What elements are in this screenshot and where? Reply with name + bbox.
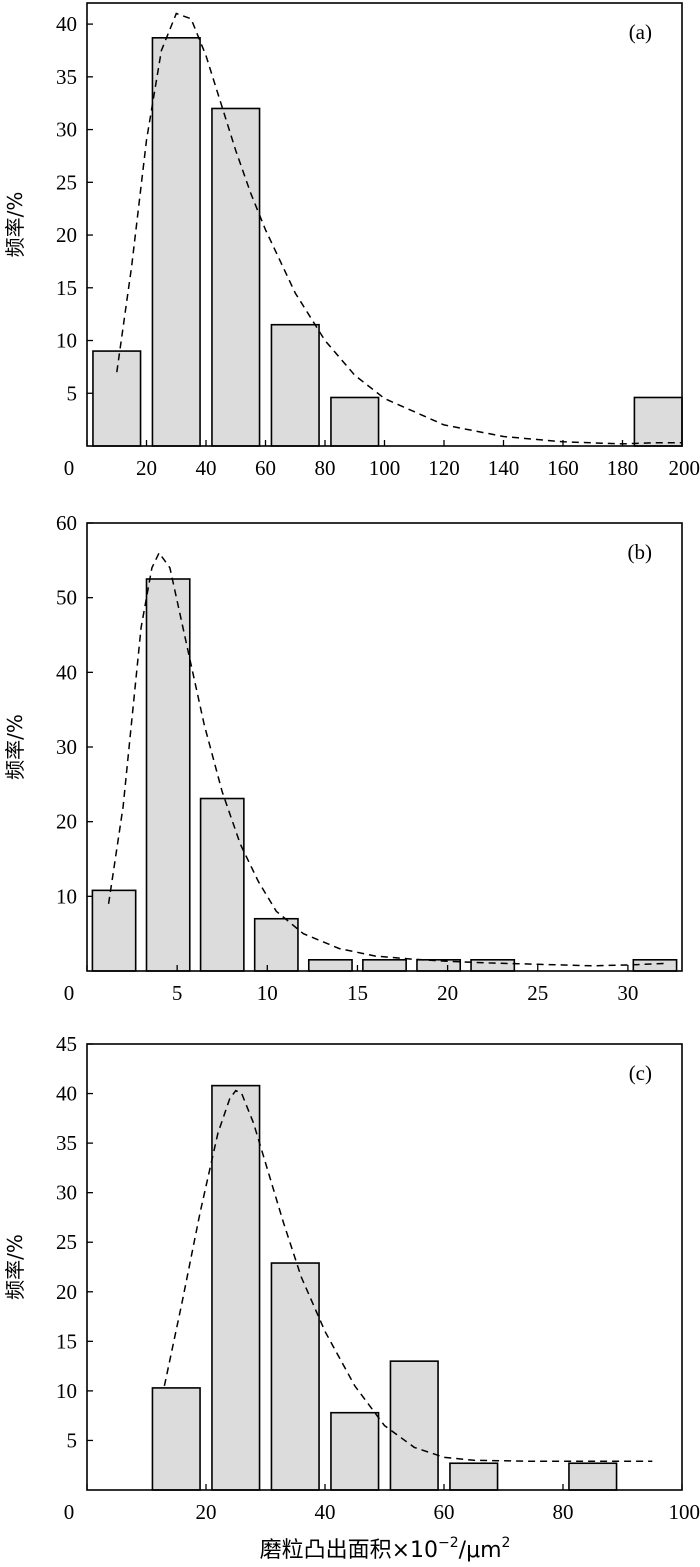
bar-2 <box>145 578 191 972</box>
bar-5 <box>307 958 353 972</box>
y-tick-label: 25 <box>56 1230 77 1254</box>
x-tick-label: 60 <box>434 1500 455 1524</box>
fit-curve <box>163 1089 653 1463</box>
bar-3 <box>270 1262 320 1491</box>
y-tick-label: 15 <box>56 1329 77 1353</box>
plot-frame <box>86 1043 683 1491</box>
bar-2 <box>211 1084 261 1491</box>
bar-6 <box>449 1462 499 1491</box>
y-tick-label: 50 <box>56 586 77 610</box>
panel-a: 5 10 15 20 25 30 35 40 0 20 40 60 80 100 120 140 160 180 2… <box>3 2 700 480</box>
x-tick-label: 20 <box>136 456 157 480</box>
bar-4 <box>253 917 299 972</box>
y-tick-label: 5 <box>67 1428 78 1452</box>
panel-b: 10 20 30 40 50 60 0 5 10 15 20 25 30 (b) 频率/% <box>3 511 683 1005</box>
y-tick-label: 35 <box>56 1131 77 1155</box>
panel-label: (b) <box>628 540 653 564</box>
y-tick-label: 20 <box>56 223 77 247</box>
x-tick-label: 5 <box>172 981 183 1005</box>
y-tick-label: 60 <box>56 511 77 535</box>
x-tick-label: 25 <box>527 981 548 1005</box>
y-tick-label: 10 <box>56 884 77 908</box>
y-tick-label: 20 <box>56 1280 77 1304</box>
x-tick-label: 140 <box>488 456 520 480</box>
bar-5 <box>389 1360 439 1491</box>
y-tick-label: 30 <box>56 735 77 759</box>
bar-9 <box>632 958 678 972</box>
x-axis-label-exponent: −2 <box>438 1535 459 1551</box>
y-axis-label: 频率/% <box>3 714 27 780</box>
y-tick-label: 40 <box>56 12 77 36</box>
x-tick-label: 20 <box>437 981 458 1005</box>
y-tick-label: 5 <box>67 381 78 405</box>
x-tick-label: 120 <box>428 456 460 480</box>
x-axis-label-main: 磨粒凸出面积×10 <box>260 1538 438 1563</box>
y-axis-label: 频率/% <box>3 192 27 258</box>
fit-curve <box>116 12 682 445</box>
y-tick-label: 30 <box>56 118 77 142</box>
x-tick-label: 80 <box>315 456 336 480</box>
bar-3 <box>199 797 245 972</box>
y-tick-label: 10 <box>56 1379 77 1403</box>
bar-4 <box>270 323 320 447</box>
x-tick-label: 30 <box>617 981 638 1005</box>
panel-c: 5 10 15 20 25 30 35 40 45 0 20 40 60 80 100 (c) 频率/% <box>3 1032 700 1524</box>
x-tick-label: 60 <box>255 456 276 480</box>
x-axis-label-unit: /μm <box>459 1538 502 1563</box>
x-axis-label: 磨粒凸出面积×10−2/μm2 <box>260 1535 511 1563</box>
y-axis-label: 频率/% <box>3 1234 27 1300</box>
x-tick-label: 160 <box>547 456 579 480</box>
y-tick-label: 40 <box>56 1082 77 1106</box>
bar-1 <box>91 889 137 972</box>
bar-4 <box>330 1411 380 1491</box>
y-tick-label: 20 <box>56 810 77 834</box>
x-tick-label: 10 <box>257 981 278 1005</box>
y-tick-label: 40 <box>56 660 77 684</box>
x-tick-label: 0 <box>64 456 75 480</box>
x-tick-label: 20 <box>196 1500 217 1524</box>
bar-6 <box>633 396 683 447</box>
x-tick-label: 40 <box>315 1500 336 1524</box>
bar-7 <box>568 1462 618 1491</box>
y-tick-label: 10 <box>56 329 77 353</box>
bar-6 <box>362 958 407 972</box>
x-tick-label: 15 <box>347 981 368 1005</box>
x-tick-label: 100 <box>669 1500 700 1524</box>
y-tick-label: 30 <box>56 1181 77 1205</box>
x-axis-label-unit-exponent: 2 <box>502 1535 511 1551</box>
bar-1 <box>92 350 142 447</box>
y-tick-label: 15 <box>56 276 77 300</box>
bar-3 <box>211 107 261 447</box>
panel-label: (c) <box>629 1061 652 1085</box>
x-tick-label: 0 <box>64 981 75 1005</box>
panel-label: (a) <box>629 20 652 44</box>
y-tick-label: 25 <box>56 170 77 194</box>
fit-curve <box>107 551 665 967</box>
bar-2 <box>151 37 201 447</box>
x-tick-label: 0 <box>64 1500 75 1524</box>
bar-1 <box>151 1387 201 1491</box>
x-tick-label: 80 <box>553 1500 574 1524</box>
x-tick-label: 180 <box>607 456 639 480</box>
y-tick-label: 35 <box>56 65 77 89</box>
bar-5 <box>330 396 380 447</box>
bar-8 <box>470 958 516 972</box>
y-tick-label: 45 <box>56 1032 77 1056</box>
x-tick-label: 200 <box>669 456 700 480</box>
x-tick-label: 40 <box>196 456 217 480</box>
x-tick-label: 100 <box>369 456 401 480</box>
